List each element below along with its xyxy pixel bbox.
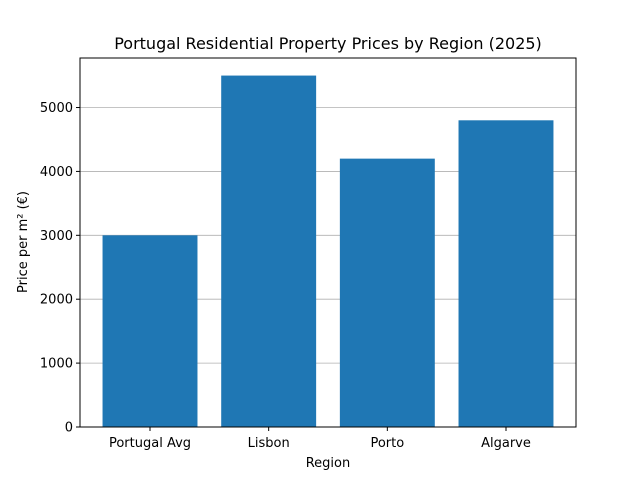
y-axis-label: Price per m² (€) xyxy=(16,191,31,293)
y-tick-label: 0 xyxy=(65,421,73,436)
x-tick-label: Algarve xyxy=(481,436,531,451)
y-tick-label: 4000 xyxy=(40,165,73,180)
y-tick-label: 5000 xyxy=(40,101,73,116)
y-tick-label: 2000 xyxy=(40,293,73,308)
bar-lisbon xyxy=(221,75,317,428)
plot-frame xyxy=(79,57,577,428)
bar-algarve xyxy=(458,120,554,427)
x-axis-label: Region xyxy=(306,456,351,471)
x-tick-label: Portugal Avg xyxy=(109,436,191,451)
x-tick-label: Lisbon xyxy=(248,436,290,451)
x-tick-label: Porto xyxy=(370,436,404,451)
y-tick-label: 3000 xyxy=(40,229,73,244)
bar-porto xyxy=(339,158,435,428)
bar-portugal-avg xyxy=(102,235,198,427)
chart-title: Portugal Residential Property Prices by … xyxy=(114,34,542,53)
y-tick-label: 1000 xyxy=(40,357,73,372)
